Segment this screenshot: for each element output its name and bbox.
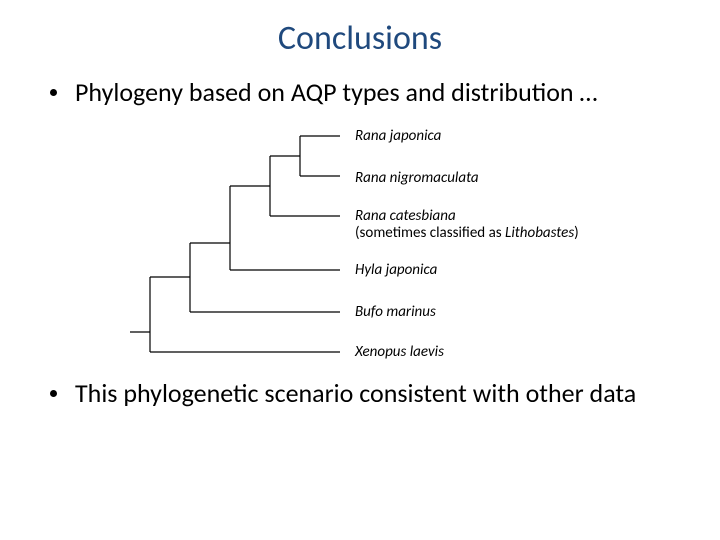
taxon-name: Rana nigromaculata bbox=[355, 169, 479, 187]
taxon-name: Rana catesbiana bbox=[355, 207, 456, 225]
taxon-name: Rana japonica bbox=[355, 127, 441, 145]
taxon-name: Hyla japonica bbox=[355, 261, 437, 279]
bullet-text: Phylogeny based on AQP types and distrib… bbox=[75, 77, 597, 108]
bullet-dot-icon bbox=[50, 89, 57, 96]
page-title: Conclusions bbox=[0, 0, 720, 59]
taxon-label: Rana japonica bbox=[355, 128, 441, 145]
tree-lines bbox=[130, 116, 350, 366]
bullet-list: Phylogeny based on AQP types and distrib… bbox=[0, 59, 720, 108]
taxon-label: Hyla japonica bbox=[355, 262, 437, 279]
bullet-list: This phylogenetic scenario consistent wi… bbox=[0, 378, 720, 409]
taxon-label: Rana catesbiana (sometimes classified as… bbox=[355, 208, 579, 243]
bullet-item: This phylogenetic scenario consistent wi… bbox=[50, 378, 670, 409]
taxon-label: Bufo marinus bbox=[355, 304, 436, 321]
bullet-item: Phylogeny based on AQP types and distrib… bbox=[50, 77, 670, 108]
taxon-label: Rana nigromaculata bbox=[355, 170, 479, 187]
taxon-name: Bufo marinus bbox=[355, 303, 436, 321]
bullet-text: This phylogenetic scenario consistent wi… bbox=[75, 378, 636, 409]
phylogeny-tree: Rana japonica Rana nigromaculata Rana ca… bbox=[0, 116, 720, 366]
taxon-name: Xenopus laevis bbox=[355, 343, 444, 361]
taxon-label: Xenopus laevis bbox=[355, 344, 444, 361]
taxon-note: (sometimes classified as Lithobastes) bbox=[355, 224, 579, 242]
bullet-dot-icon bbox=[50, 390, 57, 397]
